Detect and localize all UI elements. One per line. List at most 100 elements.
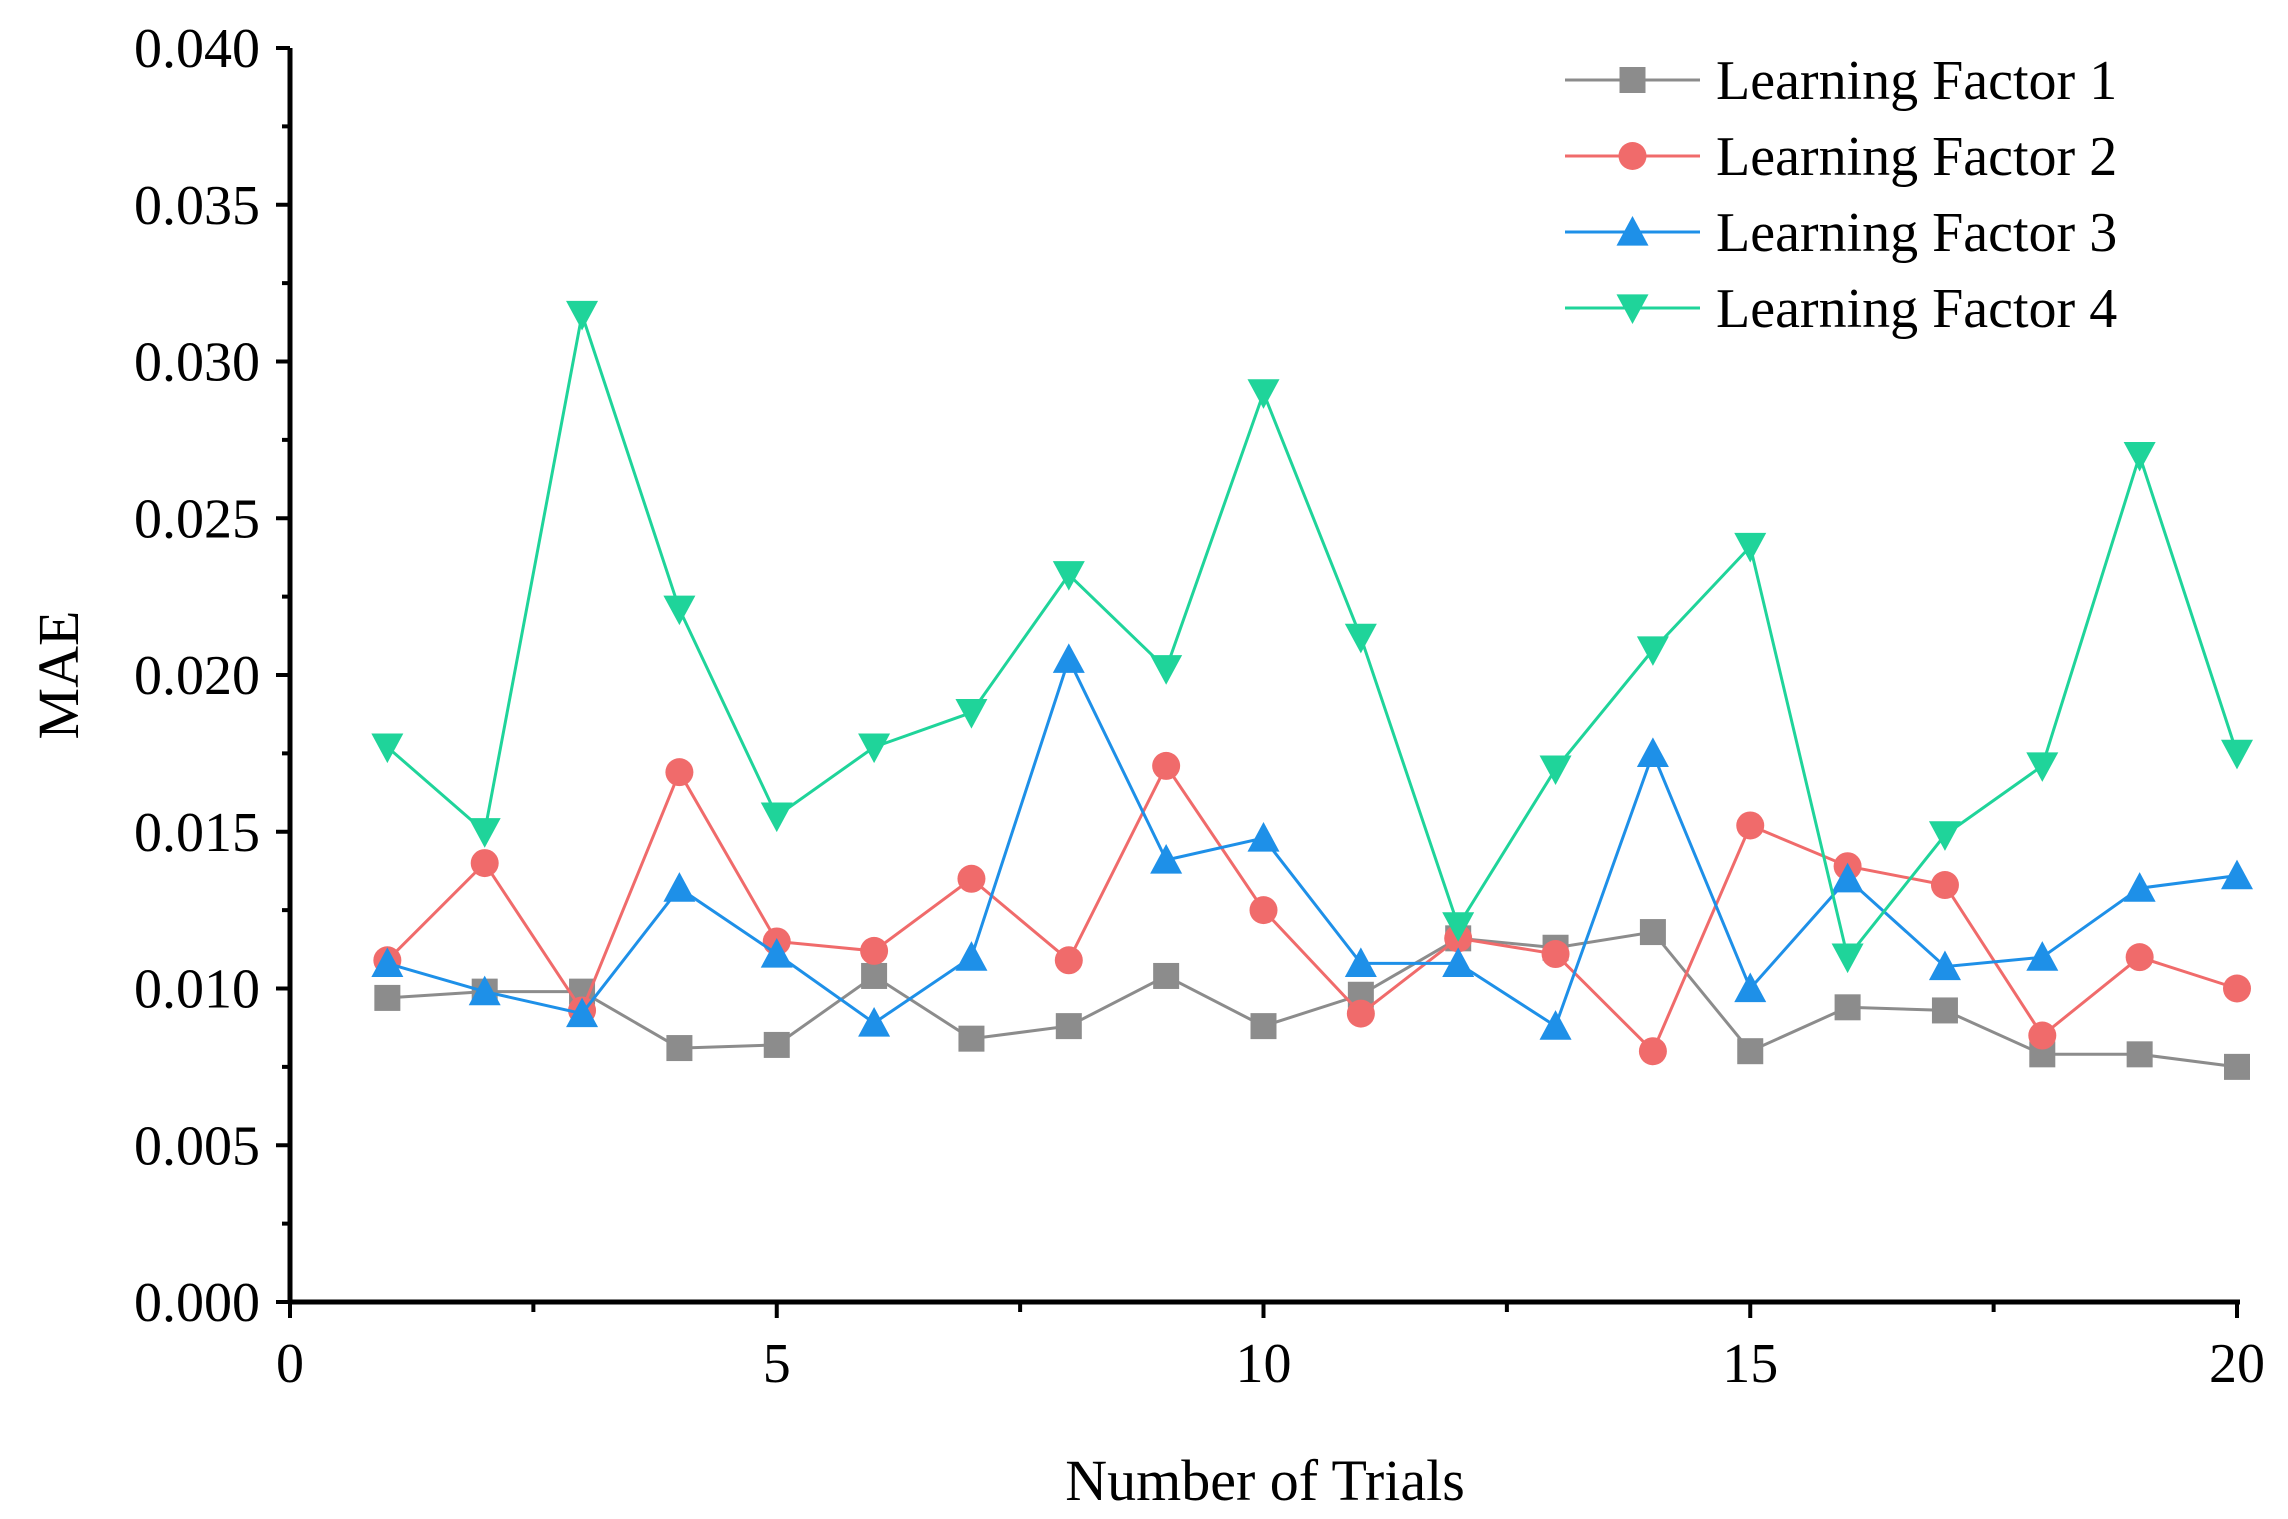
data-point (1442, 947, 1475, 978)
data-point (2123, 872, 2156, 902)
data-point (1639, 919, 1666, 946)
data-point (1638, 1037, 1667, 1066)
data-point (1344, 947, 1377, 978)
plot-area (371, 300, 2253, 1080)
legend-label: Learning Factor 1 (1716, 50, 2117, 112)
data-point (1055, 1013, 1082, 1040)
data-point (665, 758, 694, 787)
data-point (858, 733, 891, 764)
series-3 (371, 643, 2253, 1040)
x-tick-label: 5 (763, 1333, 791, 1395)
data-point (371, 947, 404, 978)
series-line (386, 762, 2238, 1054)
data-point (958, 1025, 985, 1052)
series-1 (374, 919, 2250, 1080)
data-point (1346, 999, 1375, 1028)
data-point (858, 1006, 891, 1037)
legend-item: Learning Factor 1 (1565, 50, 2117, 112)
data-point (1834, 994, 1861, 1021)
data-point (1344, 623, 1377, 654)
legend-marker (1616, 294, 1649, 324)
series-2 (373, 751, 2251, 1066)
y-tick-label: 0.040 (134, 18, 260, 80)
data-point (955, 699, 988, 729)
data-point (1636, 737, 1669, 767)
axis-ticks: 0.000 0.005 0.010 0.015 0.020 0.025 0.030 0.035… (134, 18, 2265, 1395)
data-point (2126, 1041, 2153, 1068)
data-point (1152, 751, 1181, 780)
data-point (1153, 962, 1180, 989)
legend-label: Learning Factor 4 (1716, 278, 2117, 340)
y-tick-label: 0.035 (134, 175, 260, 237)
legend-marker (1618, 142, 1647, 170)
data-point (1250, 1013, 1277, 1040)
series-4 (371, 300, 2253, 974)
series-line (386, 655, 2238, 1029)
data-point (1249, 896, 1278, 925)
data-point (1052, 561, 1085, 591)
y-tick-label: 0.020 (134, 645, 260, 707)
data-point (2224, 1053, 2250, 1080)
data-point (760, 938, 793, 968)
legend: Learning Factor 1 Learning Factor 2 Learni… (1565, 50, 2117, 340)
data-point (1636, 636, 1669, 666)
data-point (468, 975, 501, 1006)
y-tick-label: 0.025 (134, 488, 260, 550)
data-point (1734, 532, 1767, 563)
data-point (760, 802, 793, 833)
data-point (2028, 1021, 2057, 1050)
data-point (1247, 822, 1280, 852)
data-point (666, 1035, 693, 1062)
data-point (2125, 943, 2154, 972)
x-tick-label: 15 (1722, 1333, 1778, 1395)
axes: 0.000 0.005 0.010 0.015 0.020 0.025 0.030 0.035… (134, 18, 2265, 1395)
data-point (2123, 441, 2156, 472)
data-point (1737, 1038, 1764, 1065)
data-point (1539, 1010, 1572, 1040)
data-point (1928, 821, 1961, 851)
data-point (1442, 912, 1475, 942)
x-tick-label: 20 (2209, 1333, 2265, 1395)
data-point (1150, 843, 1183, 874)
data-point (1831, 943, 1864, 974)
legend-label: Learning Factor 2 (1716, 126, 2117, 188)
data-point (2026, 752, 2059, 782)
legend-label: Learning Factor 3 (1716, 202, 2117, 264)
data-point (1734, 972, 1767, 1003)
data-point (470, 849, 499, 878)
data-point (2223, 974, 2251, 1003)
x-tick-label: 0 (276, 1333, 304, 1395)
y-tick-label: 0.010 (134, 959, 260, 1021)
y-tick-label: 0.015 (134, 802, 260, 864)
data-point (2026, 941, 2059, 971)
data-point (1930, 871, 1959, 900)
data-point (1247, 379, 1280, 409)
legend-marker (1616, 216, 1649, 246)
data-point (1150, 655, 1183, 685)
data-point (663, 872, 696, 902)
data-point (374, 984, 401, 1011)
series-line (386, 314, 2239, 961)
data-point (1054, 946, 1083, 975)
data-point (861, 962, 888, 989)
data-point (1541, 940, 1570, 969)
legend-item: Learning Factor 3 (1565, 202, 2117, 264)
legend-item: Learning Factor 4 (1565, 278, 2117, 340)
data-point (2221, 859, 2253, 890)
legend-marker (1619, 67, 1646, 93)
data-point (566, 997, 599, 1028)
data-point (1928, 950, 1961, 981)
data-point (1831, 862, 1864, 893)
y-axis-title: MAE (26, 611, 91, 740)
data-point (663, 595, 696, 626)
data-point (468, 818, 501, 848)
data-point (1931, 997, 1958, 1024)
y-tick-label: 0.005 (134, 1115, 260, 1177)
data-point (2221, 739, 2253, 770)
data-point (1539, 755, 1572, 786)
data-point (957, 864, 986, 893)
x-tick-label: 10 (1236, 1333, 1292, 1395)
data-point (860, 936, 889, 965)
data-point (1736, 811, 1765, 840)
